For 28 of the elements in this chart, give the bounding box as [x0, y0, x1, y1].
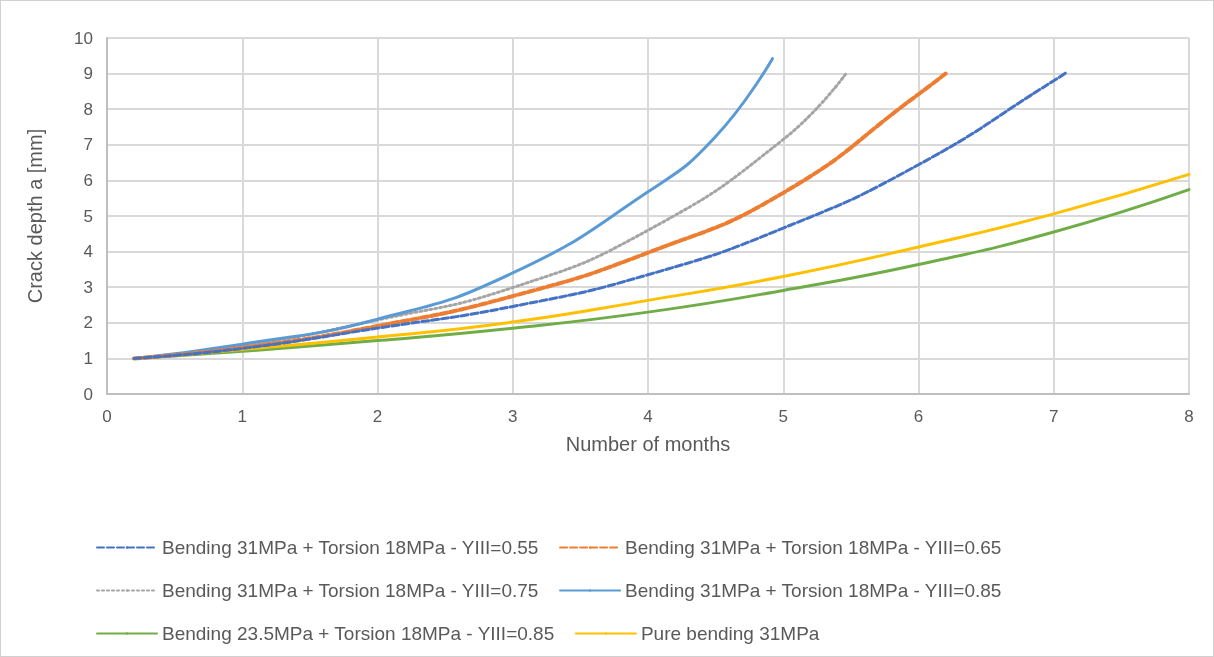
y-tick-label: 8	[83, 99, 93, 119]
y-tick-label: 9	[83, 64, 93, 84]
y-tick-label: 3	[83, 277, 93, 297]
x-tick-label: 2	[372, 407, 383, 426]
x-tick-label: 5	[778, 407, 788, 426]
legend-label: Bending 31MPa + Torsion 18MPa - YIII=0.85	[625, 580, 1002, 601]
legend-label: Bending 23.5MPa + Torsion 18MPa - YIII=0.85	[162, 623, 555, 644]
x-tick-label: 4	[643, 407, 653, 426]
legend-label: Pure bending 31MPa	[640, 623, 820, 644]
x-tick-label: 8	[1184, 407, 1194, 426]
y-tick-label: 0	[83, 384, 93, 404]
x-tick-label: 0	[102, 407, 112, 426]
y-axis-title: Crack depth a [mm]	[24, 128, 46, 304]
legend-label: Bending 31MPa + Torsion 18MPa - YIII=0.65	[625, 537, 1002, 558]
x-tick-label: 6	[913, 407, 924, 426]
y-tick-label: 5	[83, 206, 93, 226]
x-axis-title: Number of months	[565, 433, 731, 455]
y-tick-label: 10	[74, 28, 93, 48]
x-tick-label: 3	[508, 407, 518, 426]
x-tick-label: 1	[237, 407, 247, 426]
legend-label: Bending 31MPa + Torsion 18MPa - YIII=0.55	[162, 537, 539, 558]
y-tick-label: 2	[83, 313, 93, 333]
x-tick-label: 7	[1049, 407, 1059, 426]
y-tick-label: 4	[83, 242, 93, 262]
y-tick-label: 7	[83, 135, 93, 155]
y-tick-label: 6	[83, 170, 93, 190]
y-tick-label: 1	[83, 348, 93, 368]
legend-label: Bending 31MPa + Torsion 18MPa - YIII=0.75	[162, 580, 539, 601]
